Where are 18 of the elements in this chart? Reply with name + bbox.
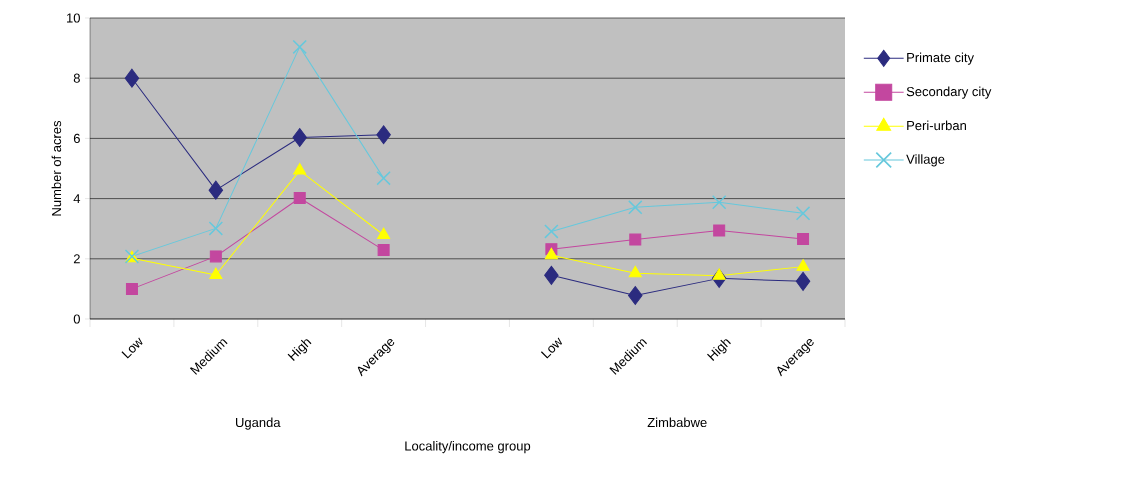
y-tick-label: 6 [73, 133, 80, 143]
x-tick-label: Low [540, 337, 562, 359]
text: Zimbabwe [647, 417, 707, 428]
x-tick-label: High [707, 339, 731, 361]
y-tick-label: 2 [73, 254, 80, 264]
y-tick-label: 10 [67, 13, 80, 23]
x-tick-label: High [287, 339, 312, 361]
y-axis-title: Number of acres [51, 120, 62, 216]
y-tick-label: 0 [73, 314, 80, 324]
y-tick-label: 4 [73, 194, 81, 204]
legend-label: Primate city [907, 52, 974, 65]
y-tick-label: 8 [73, 73, 80, 83]
legend-label: Secondary city [906, 86, 992, 99]
x-axis-title: Locality/income group [405, 441, 531, 454]
legend-label: Peri-urban [907, 120, 966, 131]
legend-label: Village [906, 154, 945, 167]
x-tick-label: Low [121, 337, 143, 359]
text: Uganda [236, 417, 281, 430]
